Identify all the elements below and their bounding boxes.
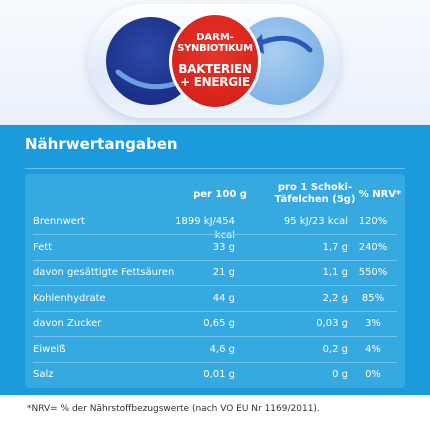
row-nrv: 3% (365, 318, 381, 329)
header-per-100g: per 100 g (193, 189, 247, 200)
row-divider (33, 234, 397, 235)
row-nrv: 4% (365, 343, 381, 355)
header-nrv: % NRV* (358, 189, 402, 200)
row-label: Kohlenhydrate (33, 292, 106, 304)
row-per-100g: 1899 kJ/454 kcal (175, 216, 235, 241)
badge-line-2: SYNBIOTIKUM (177, 43, 253, 54)
row-nrv: 0% (365, 369, 381, 380)
row-label: davon Zucker (33, 318, 102, 329)
row-divider (33, 336, 397, 337)
row-per-piece: 2,2 g (322, 292, 348, 304)
row-nrv: 120% (358, 216, 388, 227)
row-label: Fett (33, 241, 53, 253)
row-divider (33, 361, 397, 363)
row-divider (33, 310, 397, 312)
row-per-100g: 44 g (212, 292, 235, 304)
row-per-piece: 0,03 g (316, 318, 348, 329)
row-per-piece: 95 kJ/23 kcal (283, 216, 348, 227)
row-per-100g: 33 g (212, 241, 235, 253)
row-per-100g: 21 g (212, 267, 235, 278)
row-nrv: 240% (358, 241, 388, 253)
nutrition-table: per 100 g pro 1 Schoki- Täfelchen (5g) %… (25, 174, 405, 388)
row-per-100g: 4,6 g (209, 343, 235, 355)
row-label: davon gesättigte Fettsäuren (33, 267, 175, 278)
row-nrv: 85% (361, 292, 385, 304)
badge-line-4: + ENERGIE (180, 75, 250, 89)
row-per-piece: 0 g (332, 369, 348, 380)
row-label: Salz (33, 369, 54, 380)
row-per-100g: 0,01 g (203, 369, 235, 380)
row-label: Brennwert (33, 216, 85, 227)
footnote: *NRV= % der Nährstoffbezugswerte (nach V… (27, 404, 320, 414)
row-per-piece: 1,7 g (322, 241, 348, 253)
header-per-piece-line1: pro 1 Schoki- (277, 182, 353, 193)
row-divider (33, 259, 397, 261)
row-nrv: 550% (358, 267, 388, 278)
row-per-100g: 0,65 g (203, 318, 235, 329)
row-per-piece: 1,1 g (322, 267, 348, 278)
row-divider (33, 285, 397, 286)
row-label: Eiweiß (33, 343, 66, 355)
synbiotic-badge: DARM- SYNBIOTIKUM BAKTERIEN + ENERGIE (169, 12, 261, 110)
badge-line-3: BAKTERIEN (178, 62, 252, 76)
badge-line-1: DARM- (196, 32, 234, 43)
header-per-piece-line2: Täfelchen (5g) (274, 194, 356, 205)
row-per-piece: 0,2 g (322, 343, 348, 355)
page-title: Nährwertangaben (25, 135, 178, 153)
title-divider (25, 168, 405, 169)
